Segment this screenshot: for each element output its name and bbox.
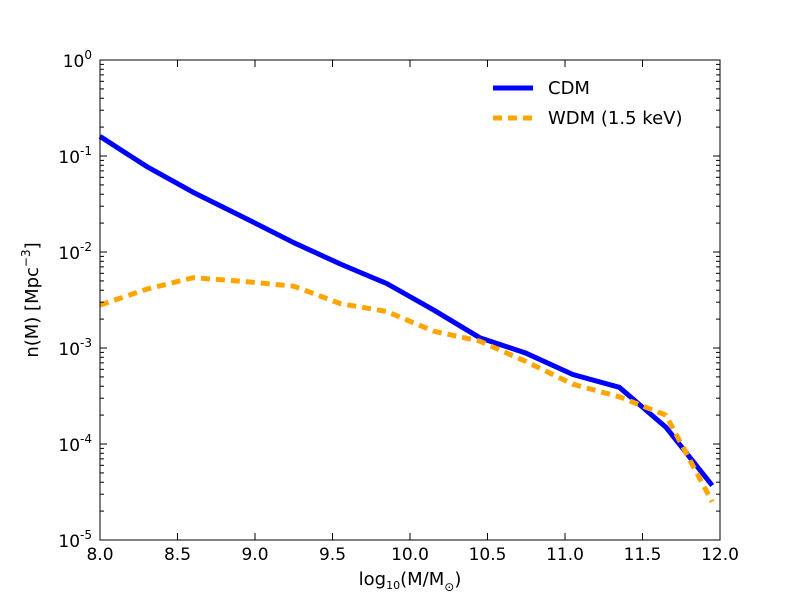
y-tick-label: 100	[63, 48, 92, 72]
y-axis-label: n(M) [Mpc−3]	[19, 242, 43, 357]
x-tick-label: 12.0	[701, 545, 739, 565]
y-tick-label: 10-2	[58, 240, 92, 264]
series-line-wdm-1-5-kev	[99, 275, 715, 503]
x-tick-label: 8.0	[86, 545, 113, 565]
x-axis-label: log10(M/M⊙)	[359, 569, 462, 594]
legend: CDM WDM (1.5 keV)	[493, 78, 682, 129]
series-line-cdm	[98, 134, 715, 488]
x-tick-label: 11.5	[624, 545, 662, 565]
series-layer	[98, 134, 715, 503]
legend-label-cdm: CDM	[548, 78, 590, 99]
y-tick-label: 10-4	[58, 432, 92, 456]
x-tick-label: 9.0	[241, 545, 268, 565]
legend-label-wdm: WDM (1.5 keV)	[548, 108, 682, 129]
y-tick-label: 10-3	[58, 336, 92, 360]
x-tick-label: 8.5	[164, 545, 191, 565]
tick-layer: 8.0 8.5 9.0 9.5 10.0 10.5 11.0 11.5 12.0 100 10-1 1…	[58, 48, 739, 565]
x-tick-label: 10.5	[469, 545, 507, 565]
y-tick-label: 10-1	[58, 144, 92, 168]
y-tick-label: 10-5	[58, 528, 92, 552]
x-tick-label: 9.5	[319, 545, 346, 565]
x-tick-label: 10.0	[391, 545, 429, 565]
plot-area	[100, 60, 720, 540]
x-tick-label: 11.0	[546, 545, 584, 565]
